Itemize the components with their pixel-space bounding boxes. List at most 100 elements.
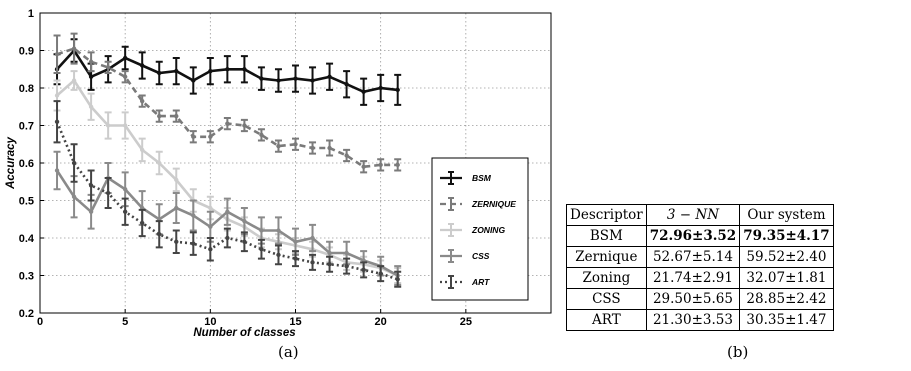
data-point [174,113,179,119]
row-our-system-value: 32.07±1.81 [739,267,834,289]
row-our-system-value: 28.85±2.42 [739,288,834,310]
row-descriptor: Zernique [566,246,647,268]
data-point [71,46,77,51]
legend-entry: CSS [440,249,490,263]
data-point [378,271,383,276]
data-point [208,224,213,229]
x-tick-label: 25 [460,316,472,328]
row-3nn-value: 72.96±3.52 [645,225,741,247]
legend-entry: ZERNIQUE [440,197,516,211]
data-point [174,177,179,183]
data-point [71,194,77,199]
data-point [327,145,332,151]
data-point [344,263,349,269]
data-point [174,239,179,244]
data-point [105,65,111,70]
y-tick-label: 1 [28,8,34,20]
results-table: Descriptor 3 − NN Our system BSM 72.96±3… [566,204,834,331]
header-3nn: 3 − NN [645,204,741,226]
data-point [122,55,128,61]
data-point [293,239,298,244]
table-row: Zoning 21.74±2.91 32.07±1.81 [566,267,834,289]
header-descriptor: Descriptor [566,204,647,226]
y-tick-label: 0.9 [19,46,34,58]
y-tick-label: 0.6 [19,158,34,170]
data-point [88,59,94,64]
data-point [310,145,315,151]
data-point [122,74,128,79]
y-tick-label: 0.8 [19,83,34,95]
data-point [259,132,264,138]
caption-a: (a) [278,343,299,361]
data-point [140,147,145,153]
data-point [344,82,349,87]
row-3nn-value: 21.30±3.53 [645,309,741,331]
x-tick-label: 15 [289,316,301,328]
data-point [88,104,94,109]
row-3nn-value: 52.67±5.14 [645,246,741,268]
data-point [293,142,298,147]
data-point [157,70,162,76]
data-point [225,209,230,214]
data-point [157,232,162,237]
data-point [344,153,349,158]
data-point [208,68,213,74]
data-point [378,162,383,168]
row-our-system-value: 59.52±2.40 [739,246,834,268]
data-point [242,123,247,128]
series-art [53,100,402,288]
data-point [327,262,332,267]
y-tick-label: 0.3 [19,271,34,283]
x-tick-label: 0 [37,316,43,328]
legend-label: CSS [472,251,490,261]
x-tick-label: 20 [375,316,387,328]
table-row: ART 21.30±3.53 30.35±1.47 [566,309,834,331]
table-header-row: Descriptor 3 − NN Our system [566,204,834,226]
data-point [122,209,128,214]
table-row: CSS 29.50±5.65 28.85±2.42 [566,288,834,310]
data-point [140,220,145,226]
row-our-system-value: 30.35±1.47 [739,309,834,331]
data-point [242,67,247,72]
row-our-system-value: 79.35±4.17 [739,225,834,247]
data-point [191,134,196,139]
data-point [395,277,400,282]
data-point [54,52,60,57]
data-point [361,164,366,169]
data-point [174,205,179,211]
data-point [157,160,162,166]
data-point [191,241,196,246]
data-point [88,209,94,214]
data-point [242,239,247,244]
data-point [310,235,315,241]
legend-label: ZONING [471,225,505,235]
data-point [54,93,60,98]
y-tick-label: 0.4 [19,233,35,245]
data-point [191,213,196,218]
legend-label: BSM [472,173,492,183]
data-point [361,267,366,273]
x-tick-label: 10 [204,316,216,328]
data-point [378,85,383,91]
data-point [225,121,230,126]
data-point [310,78,315,83]
data-point [276,228,281,233]
data-point [88,183,94,188]
y-tick-label: 0.2 [19,308,34,320]
y-tick-label: 0.7 [19,121,34,133]
data-point [208,205,213,211]
y-tick-label: 0.5 [19,196,34,208]
data-point [157,113,162,119]
data-point [259,76,264,81]
data-point [327,74,332,79]
data-point [88,74,94,79]
series-bsm [53,38,402,106]
data-point [122,187,128,192]
data-point [293,76,298,81]
data-point [361,89,366,94]
data-point [208,247,213,252]
data-point [208,134,213,139]
row-descriptor: Zoning [566,267,647,289]
row-3nn-value: 29.50±5.65 [645,288,741,310]
data-point [276,143,281,149]
